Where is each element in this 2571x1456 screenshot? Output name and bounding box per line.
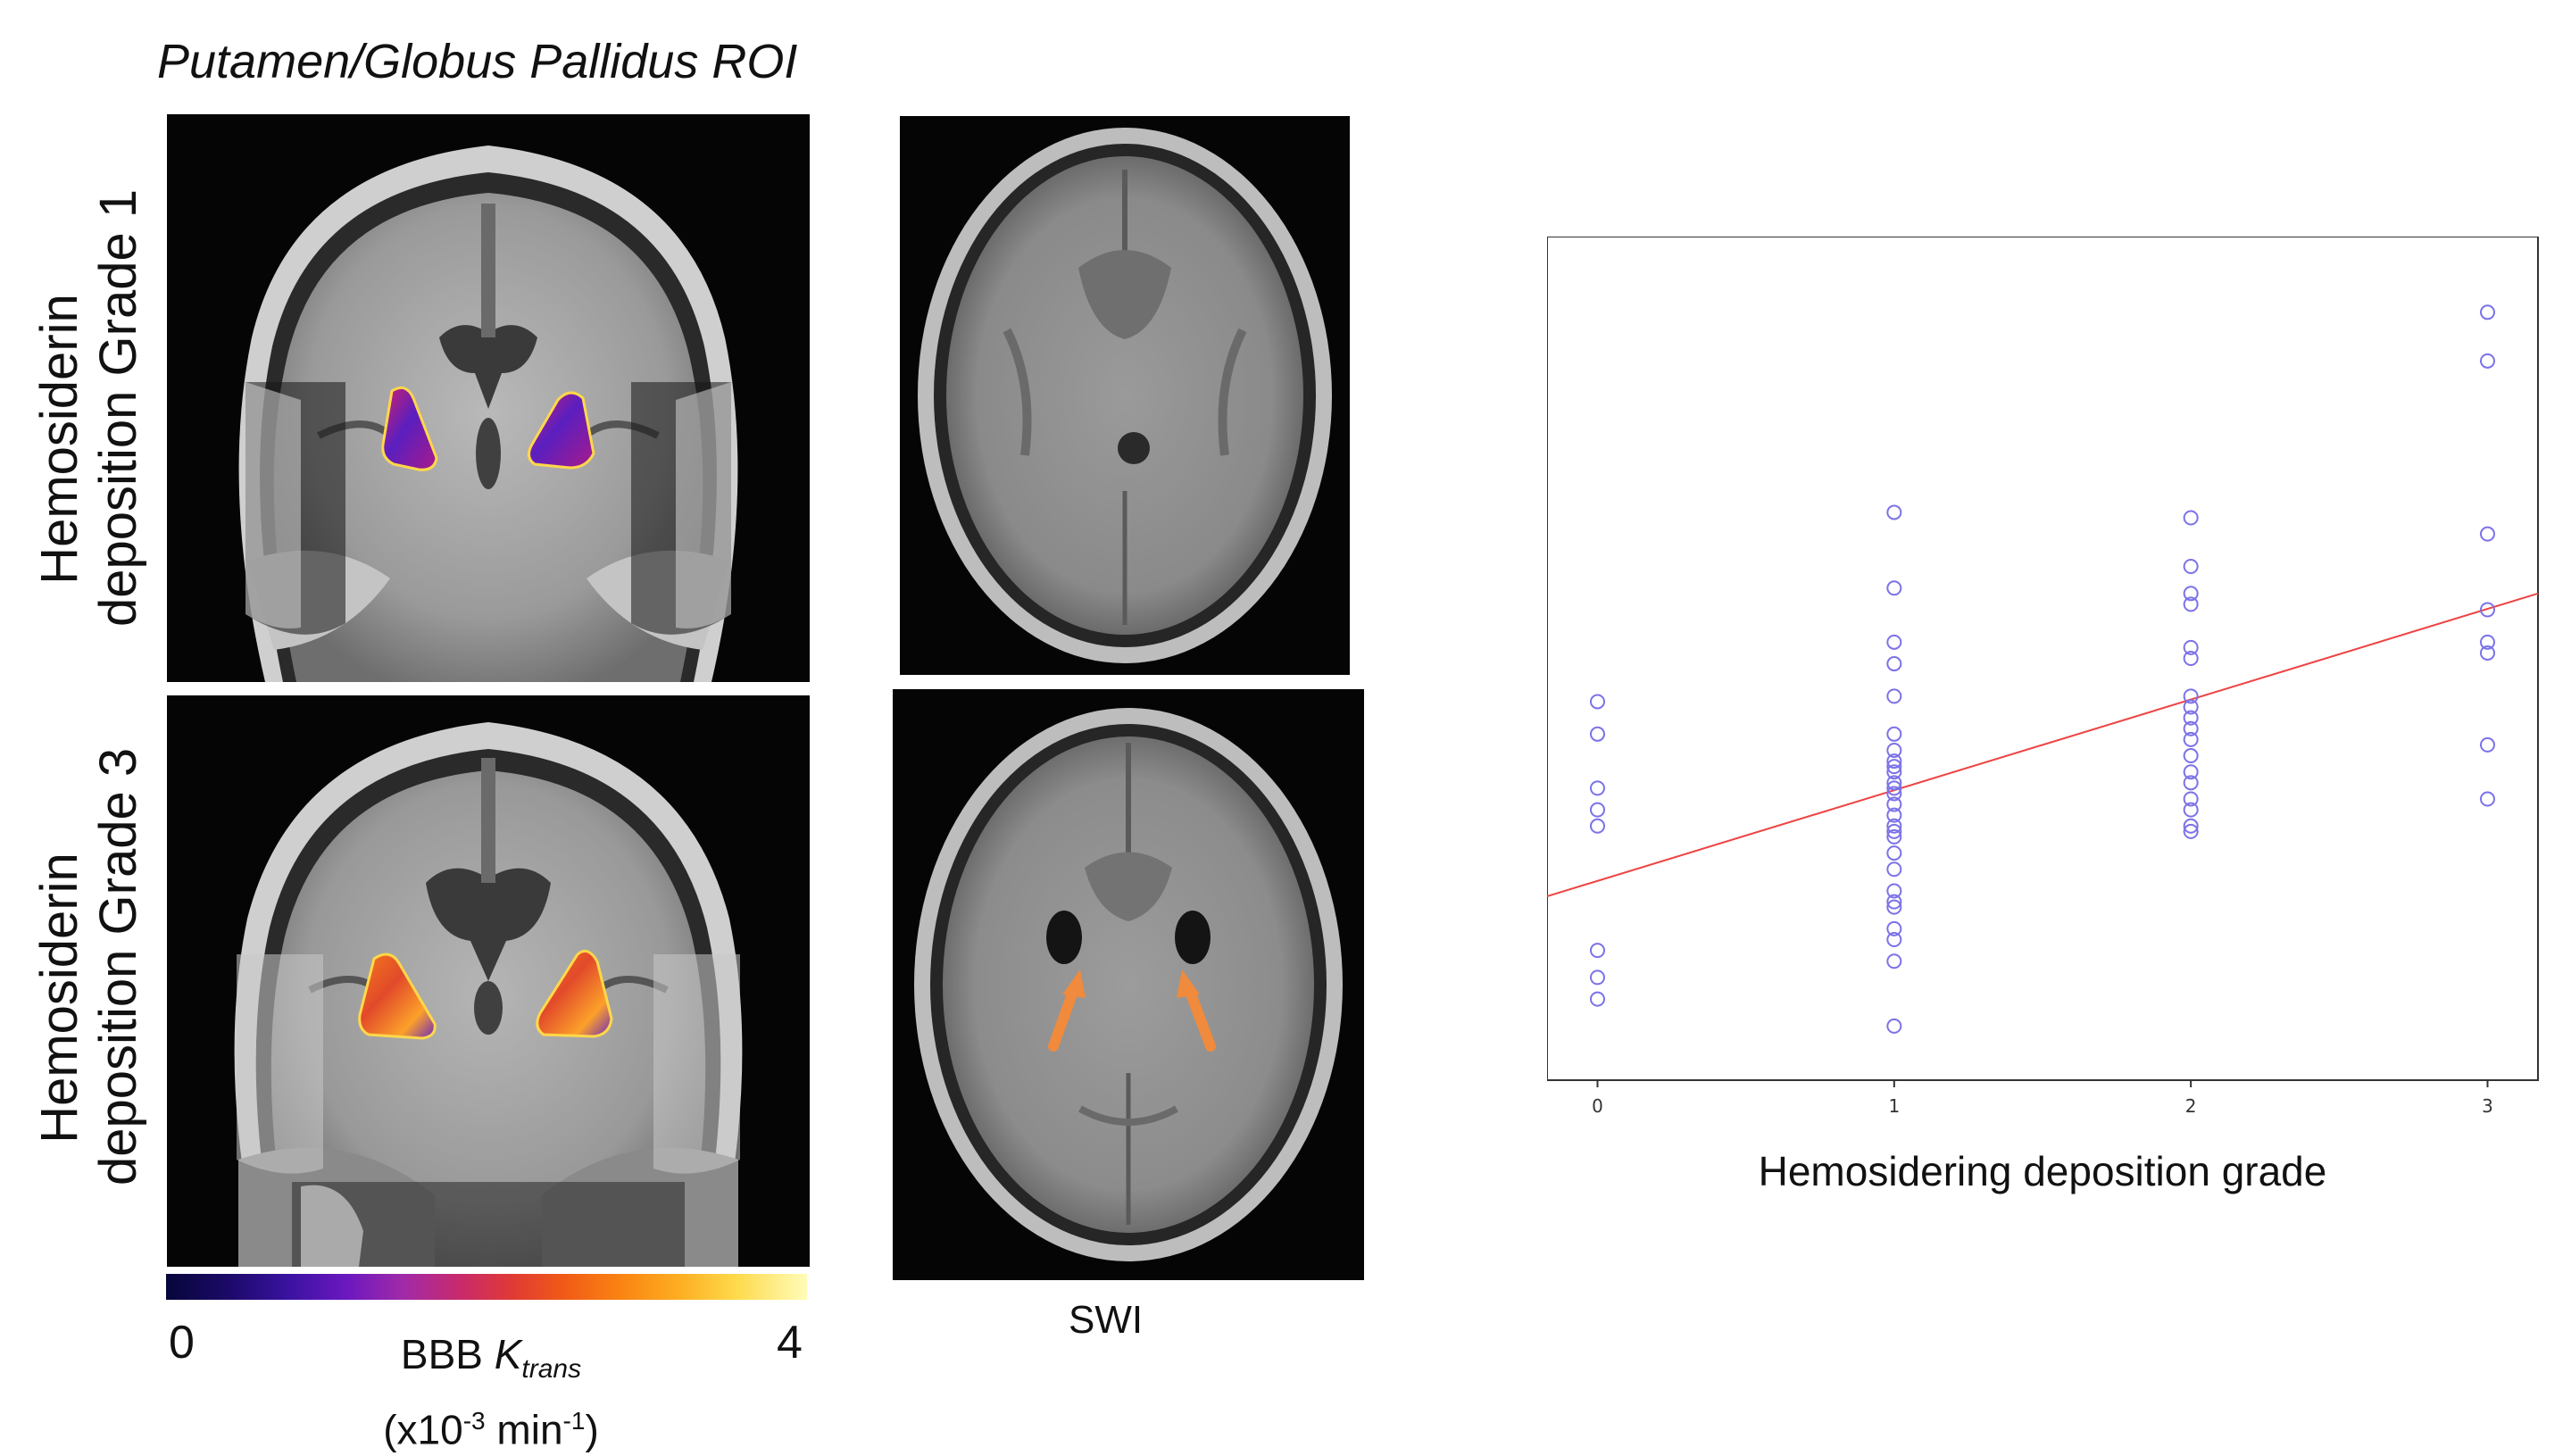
data-point	[2183, 688, 2199, 704]
colorbar-unit-close: )	[585, 1406, 599, 1453]
data-point	[2183, 586, 2199, 602]
data-point	[1886, 786, 1902, 802]
data-point	[1886, 688, 1902, 704]
data-point	[2183, 720, 2199, 736]
data-point	[1589, 780, 1605, 796]
data-point	[1886, 742, 1902, 758]
data-point	[1886, 656, 1902, 672]
data-point	[2183, 699, 2199, 715]
colorbar-title-k: K	[494, 1331, 522, 1377]
data-point	[1886, 796, 1902, 812]
x-tick-label: 2	[2185, 1095, 2197, 1117]
data-point	[2183, 559, 2199, 575]
data-point	[1886, 775, 1902, 791]
fit-line	[1547, 592, 2539, 897]
data-point	[1886, 764, 1902, 780]
colorbar-title-prefix: BBB	[400, 1331, 495, 1377]
data-point	[2183, 651, 2199, 666]
data-point	[2183, 823, 2199, 839]
arrow-icon	[1177, 969, 1216, 1052]
row-label-grade-1-line2: deposition Grade 1	[89, 188, 147, 627]
data-point	[1886, 953, 1902, 969]
swi-axial-grade-1	[900, 116, 1350, 675]
data-point	[2183, 596, 2199, 612]
data-point	[2480, 602, 2496, 618]
arrow-icon	[1048, 969, 1086, 1052]
data-point	[2480, 353, 2496, 369]
data-point	[1886, 807, 1902, 823]
x-tick-label: 3	[2482, 1095, 2493, 1117]
data-point	[2480, 634, 2496, 650]
row-label-grade-3-line2: deposition Grade 3	[89, 747, 147, 1186]
data-point	[2183, 791, 2199, 807]
data-point	[2183, 818, 2199, 834]
data-point	[1886, 780, 1902, 796]
data-point	[1886, 580, 1902, 596]
colorbar-unit-open: (x10	[383, 1406, 463, 1453]
coronal-mri-grade-1	[167, 114, 810, 682]
row-label-grade-1: Hemosiderin deposition Grade 1	[30, 188, 148, 627]
colorbar-min-label: 0	[169, 1317, 195, 1369]
figure-title: Putamen/Globus Pallidus ROI	[157, 35, 798, 88]
data-point	[1886, 828, 1902, 844]
data-point	[1886, 818, 1902, 834]
data-point	[2183, 731, 2199, 747]
data-point	[1886, 883, 1902, 899]
data-point	[1589, 969, 1605, 986]
colorbar-title: BBB Ktrans	[339, 1328, 643, 1395]
data-point	[1886, 845, 1902, 861]
data-point	[1589, 802, 1605, 818]
scatter-chart: ,50,751,001,251,501,750123Hemosidering d…	[1547, 237, 2539, 1194]
data-point	[1589, 943, 1605, 959]
row-label-grade-3-line1: Hemosiderin	[30, 853, 88, 1144]
data-point	[2183, 764, 2199, 780]
coronal-mri-grade-3	[167, 695, 810, 1267]
row-label-grade-3: Hemosiderin deposition Grade 3	[30, 747, 148, 1186]
data-point	[2183, 710, 2199, 726]
data-point	[1886, 634, 1902, 650]
colorbar-unit-exp2: -1	[562, 1407, 586, 1435]
row-label-grade-1-line1: Hemosiderin	[30, 294, 88, 585]
data-point	[1886, 1018, 1902, 1034]
x-axis-label: Hemosidering deposition grade	[1759, 1148, 2327, 1194]
data-point	[1886, 920, 1902, 936]
data-point	[1886, 753, 1902, 770]
x-tick-label: 0	[1592, 1095, 1603, 1117]
data-point	[2183, 802, 2199, 818]
colorbar-unit-mid: min	[485, 1406, 563, 1453]
data-point	[1886, 504, 1902, 520]
data-point	[1886, 894, 1902, 910]
colorbar	[166, 1274, 807, 1300]
data-point	[2480, 526, 2496, 542]
data-point	[1886, 726, 1902, 742]
data-point	[2480, 791, 2496, 807]
x-tick-label: 1	[1888, 1095, 1900, 1117]
data-point	[1589, 991, 1605, 1007]
data-point	[2480, 304, 2496, 320]
data-point	[1589, 818, 1605, 834]
colorbar-unit-exp1: -3	[462, 1407, 486, 1435]
swi-axial-grade-3	[893, 689, 1364, 1280]
colorbar-unit: (x10-3 min-1)	[339, 1395, 643, 1455]
colorbar-label: BBB Ktrans (x10-3 min-1)	[339, 1328, 643, 1456]
data-point	[2480, 645, 2496, 661]
plot-frame	[1547, 237, 2539, 1081]
data-point	[1886, 823, 1902, 839]
colorbar-max-label: 4	[777, 1317, 803, 1369]
data-point	[2183, 748, 2199, 764]
swi-label: SWI	[1069, 1298, 1144, 1342]
data-point	[1886, 899, 1902, 915]
data-point	[2183, 775, 2199, 791]
data-point	[1589, 726, 1605, 742]
data-point	[2183, 639, 2199, 655]
data-point	[1886, 861, 1902, 878]
data-point	[2183, 510, 2199, 526]
data-point	[1886, 759, 1902, 775]
data-point	[1886, 932, 1902, 947]
data-point	[2480, 736, 2496, 753]
colorbar-title-sub: trans	[521, 1354, 582, 1385]
data-point	[1589, 694, 1605, 710]
